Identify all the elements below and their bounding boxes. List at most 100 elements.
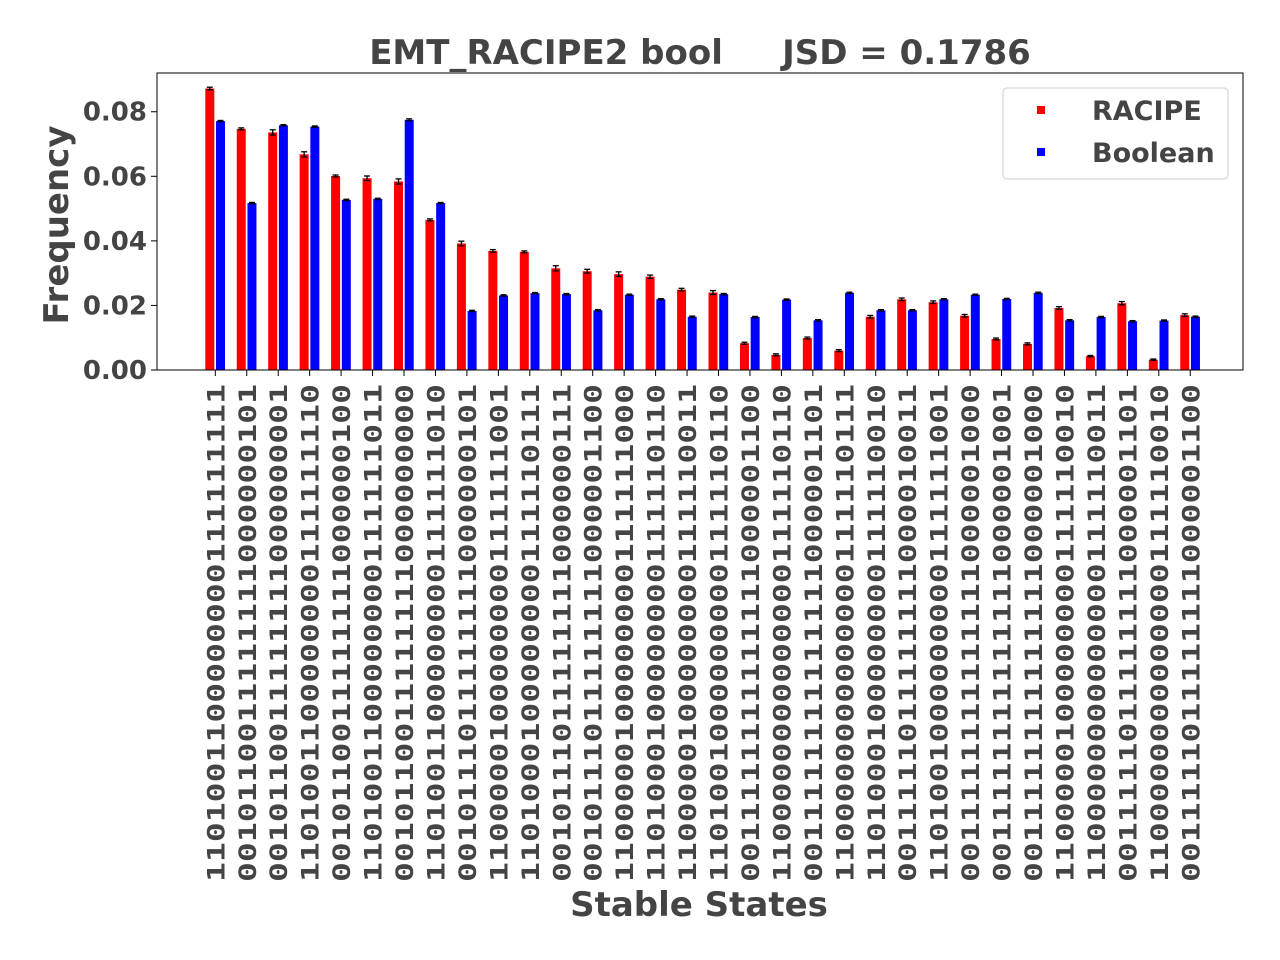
errorbar-boolean-24 [972,293,979,297]
bar-boolean-15 [687,316,697,370]
bar-racipe-13 [614,274,624,370]
bar-racipe-4 [331,175,341,370]
bar-boolean-7 [436,203,446,370]
x-tick-label: 1100000000000000111110110 [768,384,796,882]
bar-boolean-9 [499,295,509,370]
errorbar-racipe-8 [458,240,465,247]
y-tick-label: 0.08 [83,98,147,128]
bar-racipe-10 [519,251,529,370]
bar-racipe-24 [960,315,970,370]
x-tick-label: 1101001000000000111111001 [926,384,954,882]
x-tick-label: 0010111011111111000000111 [548,384,576,882]
x-tick-label: 0010110011111111000000001 [265,384,293,882]
bar-boolean-25 [1002,298,1012,370]
errorbar-racipe-11 [552,265,559,272]
errorbar-racipe-6 [395,178,402,185]
bar-racipe-0 [205,88,215,370]
x-tick-label: 1100000000000000111110010 [1146,384,1174,882]
x-tick-label: 1101000100000000111110010 [863,384,891,882]
errorbar-boolean-17 [752,315,759,319]
x-tick-label: 0011111111111111000001000 [1020,384,1048,882]
errorbar-racipe-5 [364,175,371,182]
bar-racipe-23 [928,302,938,370]
bar-boolean-31 [1190,316,1200,370]
x-tick-label: 1101001100000000111111110 [297,384,325,882]
errorbar-boolean-6 [406,118,413,122]
errorbar-boolean-23 [940,298,947,301]
errorbar-racipe-0 [206,86,213,91]
x-tick-label: 0010110011111111000000101 [234,384,262,882]
x-tick-label: 0010110011111111000000100 [328,384,356,882]
bar-boolean-28 [1096,317,1106,370]
bar-racipe-14 [645,276,655,370]
errorbar-racipe-3 [301,151,308,158]
bar-boolean-10 [530,293,540,370]
errorbar-boolean-25 [1003,297,1010,301]
errorbar-boolean-9 [500,294,507,297]
bar-racipe-11 [551,268,561,370]
x-tick-label: 0010111011111111000000101 [454,384,482,882]
bar-racipe-2 [268,132,278,370]
bar-racipe-3 [299,154,309,370]
bar-boolean-18 [782,299,792,370]
bar-racipe-19 [802,338,812,370]
bar-boolean-23 [939,299,949,370]
axes-frame [156,72,1244,371]
errorbar-racipe-17 [741,341,748,345]
errorbar-boolean-4 [343,198,350,202]
bar-boolean-3 [310,126,320,370]
x-tick-label: 1100000100000000111110011 [674,384,702,882]
errorbar-boolean-31 [1192,315,1199,319]
bar-racipe-25 [991,339,1001,370]
x-tick-label: 0011111011111111000010011 [894,384,922,882]
errorbar-boolean-18 [783,298,790,301]
bar-boolean-4 [341,199,351,370]
bar-boolean-22 [907,310,917,370]
bar-boolean-26 [1033,292,1043,370]
bar-boolean-12 [593,310,603,370]
bar-boolean-16 [719,294,729,370]
bar-boolean-1 [247,203,257,370]
bar-boolean-17 [750,317,760,370]
bar-boolean-30 [1159,320,1169,370]
bar-racipe-20 [834,350,844,370]
x-tick-label: 0010110011111111000000000 [391,384,419,882]
errorbar-boolean-10 [532,291,538,295]
x-axis-label: Stable States [570,885,828,925]
x-tick-label: 1101000100000000111110110 [643,384,671,882]
errorbar-racipe-24 [961,313,968,318]
bar-boolean-11 [561,294,571,370]
errorbar-boolean-15 [689,315,696,319]
errorbar-racipe-25 [993,337,1000,341]
errorbar-boolean-8 [469,309,476,313]
bar-racipe-21 [865,316,875,370]
errorbar-boolean-22 [909,308,916,312]
errorbar-racipe-21 [867,314,874,319]
errorbar-racipe-22 [898,297,905,302]
errorbar-racipe-13 [615,271,622,278]
x-tick-label: 1101001100000000111111011 [360,384,388,882]
x-tick-label: 1100000100000000111110010 [1051,384,1079,882]
bar-boolean-13 [624,294,634,370]
errorbar-racipe-28 [1087,354,1094,358]
bar-boolean-2 [278,125,288,370]
errorbar-racipe-7 [426,218,433,222]
errorbar-boolean-1 [248,201,255,205]
errorbar-boolean-19 [815,318,822,322]
legend-frame [1002,87,1229,180]
errorbar-racipe-20 [835,349,842,353]
bar-boolean-29 [1128,321,1138,370]
chart-title: EMT_RACIPE2 bool JSD = 0.1786 [369,33,1031,73]
errorbar-boolean-5 [374,197,381,201]
errorbar-boolean-11 [563,292,570,296]
errorbar-racipe-4 [332,174,339,178]
x-tick-label: 1100000100000000111111000 [611,384,639,882]
bar-racipe-8 [456,243,466,370]
errorbar-racipe-14 [647,274,654,279]
errorbar-racipe-9 [489,248,496,253]
bar-racipe-1 [236,128,246,370]
errorbar-boolean-13 [626,293,633,297]
y-tick-label: 0.06 [83,162,147,192]
errorbar-boolean-16 [720,292,727,296]
